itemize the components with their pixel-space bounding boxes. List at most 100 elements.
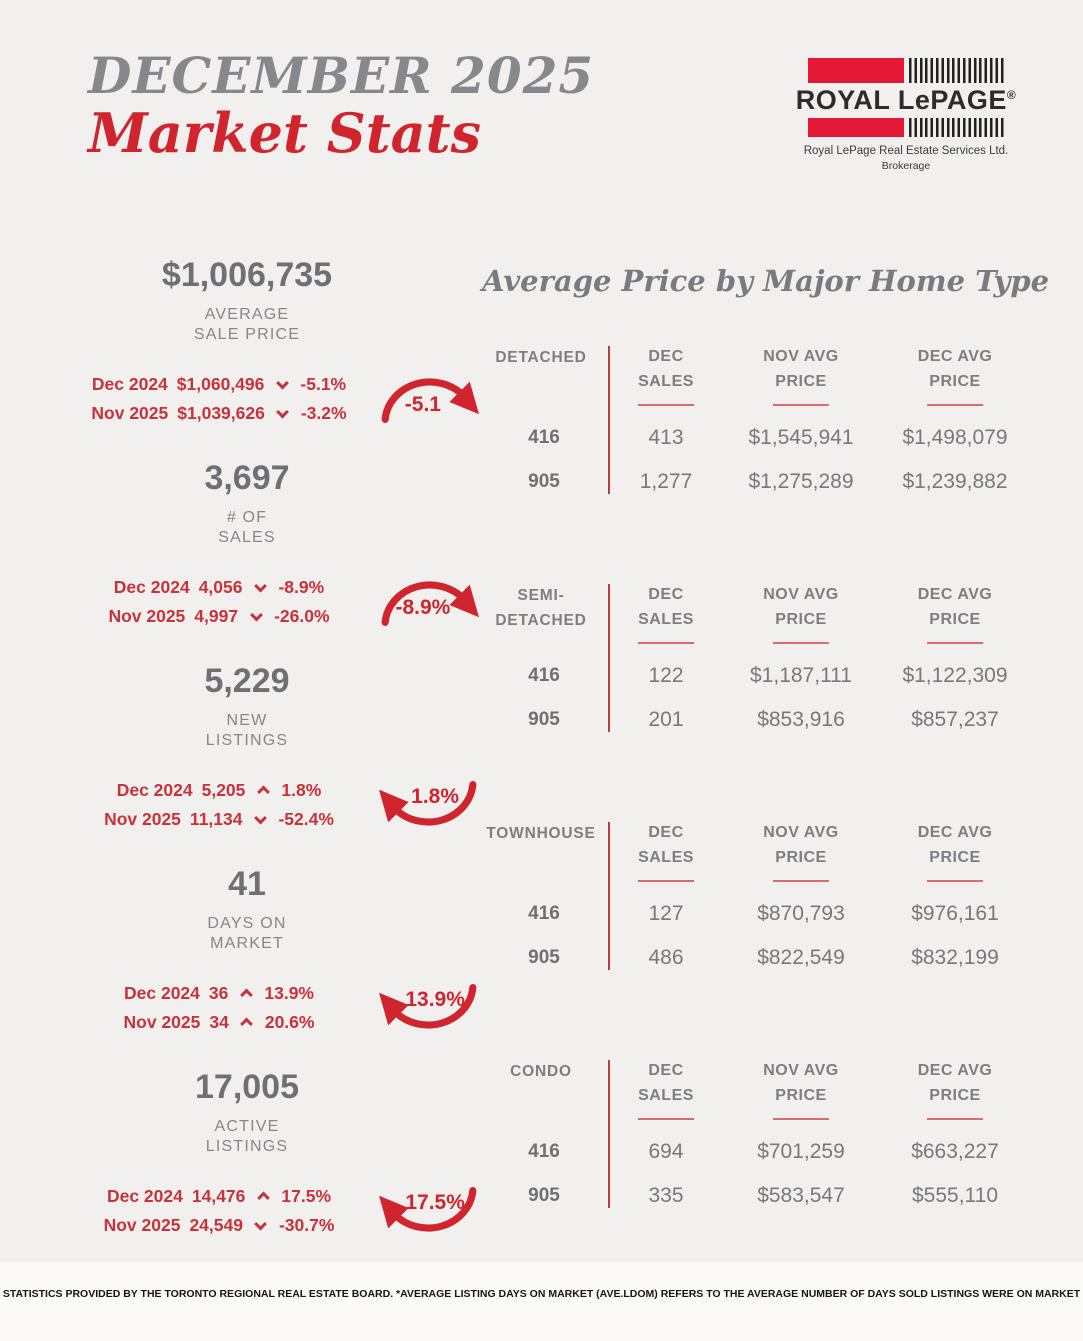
comparison-period: Nov 2025: [103, 1214, 181, 1235]
table-vertical-divider: [608, 584, 610, 732]
comparison-row: Dec 2024 4,056 -8.9%: [114, 577, 324, 598]
comparison-change: -30.7%: [278, 1214, 335, 1235]
comparison-row: Dec 2024 5,205 1.8%: [117, 780, 322, 801]
nov-avg-price-value: $1,545,941: [748, 426, 854, 449]
column-header-nov-avg-price: NOV AVG PRICE: [724, 344, 878, 406]
comparison-rows: Dec 2024 5,205 1.8% Nov 2025 11,134 -52.…: [60, 780, 378, 830]
dec-avg-price-value: $555,110: [911, 1184, 999, 1207]
comparison-period: Dec 2024: [91, 373, 168, 394]
comparison-change: 13.9%: [264, 982, 314, 1003]
column-header-dec-avg-price: DEC AVG PRICE: [878, 344, 1032, 406]
dec-avg-price-value: $976,161: [911, 902, 999, 925]
stat-comparison: Dec 2024 5,205 1.8% Nov 2025 11,134 -52.…: [60, 767, 480, 843]
trend-up-arrow-icon: 13.9%: [378, 970, 480, 1046]
stat-label-line2: LISTINGS: [205, 732, 289, 750]
home-type-label: TOWNHOUSE: [486, 825, 596, 842]
header-underline: [773, 880, 829, 882]
stat-value: 3,697: [204, 459, 290, 497]
comparison-change: 1.8%: [281, 779, 322, 800]
header-underline: [773, 1118, 829, 1120]
comparison-rows: Dec 2024 $1,060,496 -5.1% Nov 2025 $1,03…: [60, 374, 378, 424]
header-line1: DEC AVG: [917, 1062, 993, 1079]
area-code: 416: [528, 427, 560, 448]
header-underline: [638, 1118, 694, 1120]
header-line2: SALES: [638, 611, 694, 628]
header-line2: PRICE: [775, 373, 827, 390]
trend-up-arrow-icon: 1.8%: [378, 767, 480, 843]
comparison-period: Dec 2024: [124, 982, 200, 1003]
stat-block-days-on-market: 41 DAYS ON MARKET Dec 2024 36 13.9% Nov …: [60, 866, 480, 1070]
chevron-glyph: [254, 1217, 268, 1231]
comparison-value: $1,060,496: [176, 373, 265, 394]
header-line2: SALES: [638, 849, 694, 866]
trend-up-arrow-icon: 17.5%: [378, 1173, 480, 1249]
chevron-up-icon: [238, 1015, 256, 1030]
comparison-value: 36: [208, 982, 229, 1003]
logo-barcode-stripes-icon: [909, 58, 1004, 83]
trend-down-arrow-icon: -5.1: [378, 361, 480, 437]
stat-label: DAYS ON MARKET: [60, 914, 480, 955]
comparison-row: Nov 2025 $1,039,626 -3.2%: [91, 403, 346, 424]
logo-red-bar-icon: [808, 117, 904, 137]
stat-label-line2: LISTINGS: [205, 1138, 289, 1156]
table-detached: DETACHED DEC SALES NOV AVG PRICE DEC AVG…: [480, 344, 1032, 494]
chevron-glyph: [249, 608, 263, 622]
stat-label-line1: # OF: [226, 508, 268, 526]
logo-brand-text: ROYAL LePAGE: [795, 85, 1007, 115]
header-line1: NOV AVG: [763, 586, 839, 603]
table-condo: CONDO DEC SALES NOV AVG PRICE DEC AVG PR…: [480, 1058, 1032, 1208]
logo-barcode-stripes-icon: [909, 117, 1004, 137]
dec-sales-value: 694: [648, 1140, 684, 1163]
nov-avg-price-value: $1,187,111: [750, 664, 852, 687]
comparison-period: Dec 2024: [106, 1185, 183, 1206]
header-line1: NOV AVG: [763, 1062, 839, 1079]
header-line1: DEC AVG: [917, 586, 993, 603]
stat-label: NEW LISTINGS: [60, 711, 480, 752]
area-code: 905: [528, 471, 560, 492]
comparison-rows: Dec 2024 14,476 17.5% Nov 2025 24,549 -3…: [60, 1186, 378, 1236]
curved-arrow-glyph: [381, 581, 479, 626]
area-code: 905: [528, 1185, 560, 1206]
area-code: 905: [528, 709, 560, 730]
comparison-period: Nov 2025: [104, 808, 181, 829]
comparison-value: 4,997: [194, 605, 239, 626]
dec-sales-value: 486: [648, 946, 684, 969]
column-header-nov-avg-price: NOV AVG PRICE: [724, 820, 878, 882]
comparison-change: 20.6%: [264, 1011, 315, 1032]
chevron-glyph: [240, 988, 253, 1001]
header-line2: PRICE: [775, 611, 827, 628]
header-underline: [927, 404, 983, 406]
dec-avg-price-value: $1,122,309: [902, 664, 1008, 687]
comparison-row: Nov 2025 11,134 -52.4%: [104, 809, 334, 830]
comparison-value: 34: [209, 1011, 229, 1032]
comparison-value: $1,039,626: [177, 402, 265, 423]
home-type-tables: DETACHED DEC SALES NOV AVG PRICE DEC AVG…: [480, 344, 1032, 1208]
comparison-period: Nov 2025: [108, 605, 186, 626]
section-title: Average Price by Major Home Type: [482, 264, 1050, 298]
comparison-change: -8.9%: [278, 576, 325, 597]
comparison-value: 5,205: [201, 779, 246, 800]
stat-label-line1: DAYS ON: [207, 914, 287, 932]
header-underline: [927, 880, 983, 882]
table-vertical-divider: [608, 346, 610, 494]
masthead: DECEMBER 2025 Market Stats: [88, 48, 594, 162]
header-underline: [773, 404, 829, 406]
stat-label-line1: NEW: [226, 711, 268, 729]
chevron-down-icon: [247, 608, 265, 623]
stat-label: AVERAGE SALE PRICE: [60, 305, 480, 346]
stat-comparison: Dec 2024 $1,060,496 -5.1% Nov 2025 $1,03…: [60, 361, 480, 437]
logo-red-bar-icon: [808, 58, 904, 83]
comparison-row: Dec 2024 $1,060,496 -5.1%: [92, 374, 346, 395]
comparison-change: 17.5%: [281, 1185, 332, 1206]
dec-avg-price-value: $1,498,079: [902, 426, 1008, 449]
comparison-value: 11,134: [189, 808, 243, 829]
badge-text: 17.5%: [405, 1191, 465, 1215]
page-title-subtitle: Market Stats: [88, 101, 482, 165]
curved-arrow-glyph: [379, 983, 477, 1029]
page-title-month: DECEMBER 2025: [88, 46, 595, 105]
stat-label-line2: SALE PRICE: [193, 326, 301, 344]
comparison-row: Nov 2025 24,549 -30.7%: [104, 1215, 335, 1236]
stat-comparison: Dec 2024 36 13.9% Nov 2025 34 20.6%: [60, 970, 480, 1046]
dec-sales-value: 413: [648, 426, 684, 449]
dec-sales-value: 122: [648, 664, 684, 687]
